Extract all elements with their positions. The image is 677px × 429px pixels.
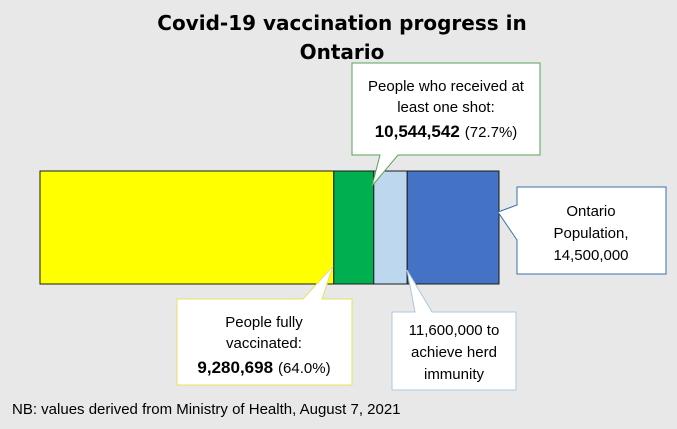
callout-one-shot-value-line: 10,544,542 (72.7%)	[375, 122, 518, 141]
chart-title-line-1: Covid-19 vaccination progress in	[157, 11, 526, 35]
callout-herd-immunity: 11,600,000 to achieve herd immunity	[391, 269, 517, 391]
callout-one-shot-pct: (72.7%)	[465, 124, 518, 141]
callout-fully-line-2: vaccinated:	[226, 335, 302, 352]
bar-segment-population	[406, 170, 500, 285]
callout-fully-vaccinated: People fully vaccinated: 9,280,698 (64.0%…	[176, 265, 353, 386]
callout-one-shot-line-1: People who received at	[368, 78, 525, 95]
bar-segment-one-shot	[333, 170, 375, 285]
callout-one-shot-box	[351, 62, 541, 187]
callout-herd-line-3: immunity	[424, 366, 485, 383]
callout-fully-box	[176, 265, 353, 386]
callout-herd-line-1: 11,600,000 to	[409, 322, 500, 339]
bar-segment-fully-vaccinated	[39, 170, 335, 285]
callout-fully-value-line: 9,280,698 (64.0%)	[197, 358, 330, 377]
chart-title-line-2: Ontario	[300, 40, 385, 64]
callout-one-shot: People who received at least one shot: 1…	[351, 62, 541, 187]
bar-segment-herd-immunity	[373, 170, 408, 285]
callout-population: Ontario Population, 14,500,000	[497, 186, 667, 275]
source-note: NB: values derived from Ministry of Heal…	[12, 401, 401, 418]
callout-population-box	[497, 186, 667, 275]
callout-fully-line-1: People fully	[225, 314, 303, 331]
callout-one-shot-line-2: least one shot:	[397, 99, 495, 116]
callout-one-shot-value: 10,544,542	[375, 122, 460, 141]
callout-herd-line-2: achieve herd	[411, 344, 497, 361]
callout-population-line-2: Population,	[553, 225, 628, 242]
callout-fully-value: 9,280,698	[197, 358, 273, 377]
callout-population-line-3: 14,500,000	[553, 247, 628, 264]
progress-bar	[39, 170, 500, 285]
callout-herd-box	[391, 269, 517, 391]
callout-population-line-1: Ontario	[566, 203, 615, 220]
callout-fully-pct: (64.0%)	[278, 360, 331, 377]
